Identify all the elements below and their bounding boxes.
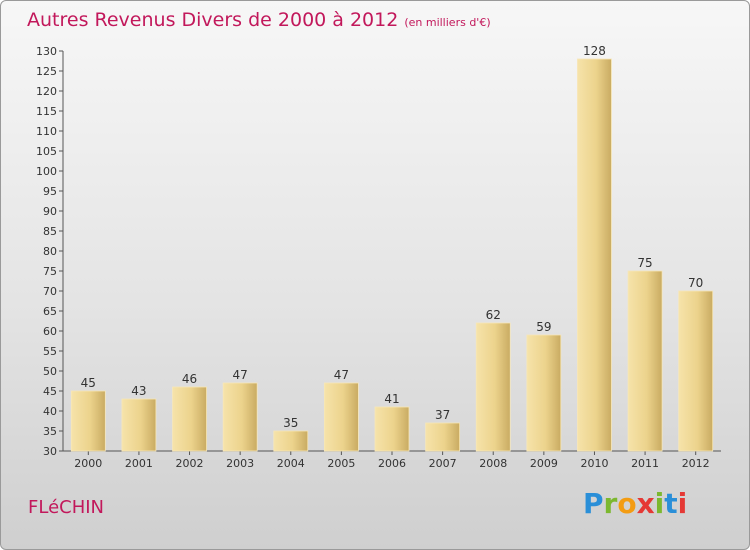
bar-value-label: 46	[182, 372, 197, 386]
bar-value-label: 47	[334, 368, 349, 382]
logo-letter: P	[583, 487, 604, 520]
bar-value-label: 35	[283, 416, 298, 430]
y-tick-label: 30	[43, 445, 57, 458]
y-tick-label: 55	[43, 345, 57, 358]
bar-2000	[70, 390, 106, 452]
chart-subtitle: (en milliers d'€)	[404, 16, 491, 29]
bar-value-label: 37	[435, 408, 450, 422]
bar-value-label: 70	[688, 276, 703, 290]
bar-2009	[526, 334, 562, 452]
y-tick-label: 125	[36, 65, 57, 78]
bar-value-label: 45	[81, 376, 96, 390]
bar-2010	[577, 58, 612, 452]
y-tick-label: 45	[43, 385, 57, 398]
bar-2005	[323, 382, 359, 452]
bar-2008	[475, 322, 511, 452]
x-tick-label: 2001	[125, 457, 153, 470]
logo-letter: i	[677, 487, 688, 520]
x-tick-label: 2005	[327, 457, 355, 470]
y-tick-label: 75	[43, 265, 57, 278]
y-tick-label: 40	[43, 405, 57, 418]
y-tick-label: 95	[43, 185, 57, 198]
y-tick-label: 115	[36, 105, 57, 118]
bar-value-label: 59	[536, 320, 551, 334]
bar-2001	[121, 398, 157, 452]
x-tick-label: 2009	[530, 457, 558, 470]
chart-title: Autres Revenus Divers de 2000 à 2012 (en …	[27, 9, 491, 31]
town-name: FLéCHIN	[28, 497, 105, 518]
x-tick-label: 2010	[580, 457, 608, 470]
bar-2004	[273, 430, 309, 452]
bar-2003	[222, 382, 258, 452]
x-tick-label: 2006	[378, 457, 406, 470]
bar-2007	[425, 422, 461, 452]
y-tick-label: 50	[43, 365, 57, 378]
bar-2011	[627, 270, 663, 452]
bar-value-label: 62	[486, 308, 501, 322]
x-tick-label: 2003	[226, 457, 254, 470]
x-tick-label: 2012	[682, 457, 710, 470]
bar-value-label: 128	[583, 44, 606, 58]
bar-value-label: 75	[637, 256, 652, 270]
chart-title-text: Autres Revenus Divers de 2000 à 2012	[27, 9, 399, 31]
y-tick-label: 130	[36, 45, 57, 58]
x-tick-label: 2002	[176, 457, 204, 470]
logo-letter: x	[636, 487, 655, 520]
logo-letter: t	[664, 487, 678, 520]
y-tick-label: 35	[43, 425, 57, 438]
x-tick-label: 2011	[631, 457, 659, 470]
x-tick-label: 2000	[74, 457, 102, 470]
x-tick-label: 2008	[479, 457, 507, 470]
bar-2012	[678, 290, 714, 452]
y-tick-label: 100	[36, 165, 57, 178]
y-tick-label: 70	[43, 285, 57, 298]
y-tick-label: 120	[36, 85, 57, 98]
logo-letter: o	[617, 487, 637, 520]
bar-value-label: 43	[131, 384, 146, 398]
chart-bars: 45 43 46 47 35 47 41 37 62 59 128 75 70	[70, 44, 714, 452]
bar-value-label: 47	[233, 368, 248, 382]
y-tick-label: 85	[43, 225, 57, 238]
proxiti-logo: Proxiti	[583, 487, 687, 520]
y-tick-label: 90	[43, 205, 57, 218]
y-tick-label: 105	[36, 145, 57, 158]
y-tick-label: 65	[43, 305, 57, 318]
logo-letter: i	[654, 487, 665, 520]
bar-value-label: 41	[384, 392, 399, 406]
y-tick-label: 110	[36, 125, 57, 138]
x-tick-label: 2007	[429, 457, 457, 470]
y-tick-label: 60	[43, 325, 57, 338]
bar-2002	[172, 386, 207, 452]
x-tick-label: 2004	[277, 457, 305, 470]
y-tick-label: 80	[43, 245, 57, 258]
bar-2006	[374, 406, 410, 452]
logo-letter: r	[603, 487, 618, 520]
